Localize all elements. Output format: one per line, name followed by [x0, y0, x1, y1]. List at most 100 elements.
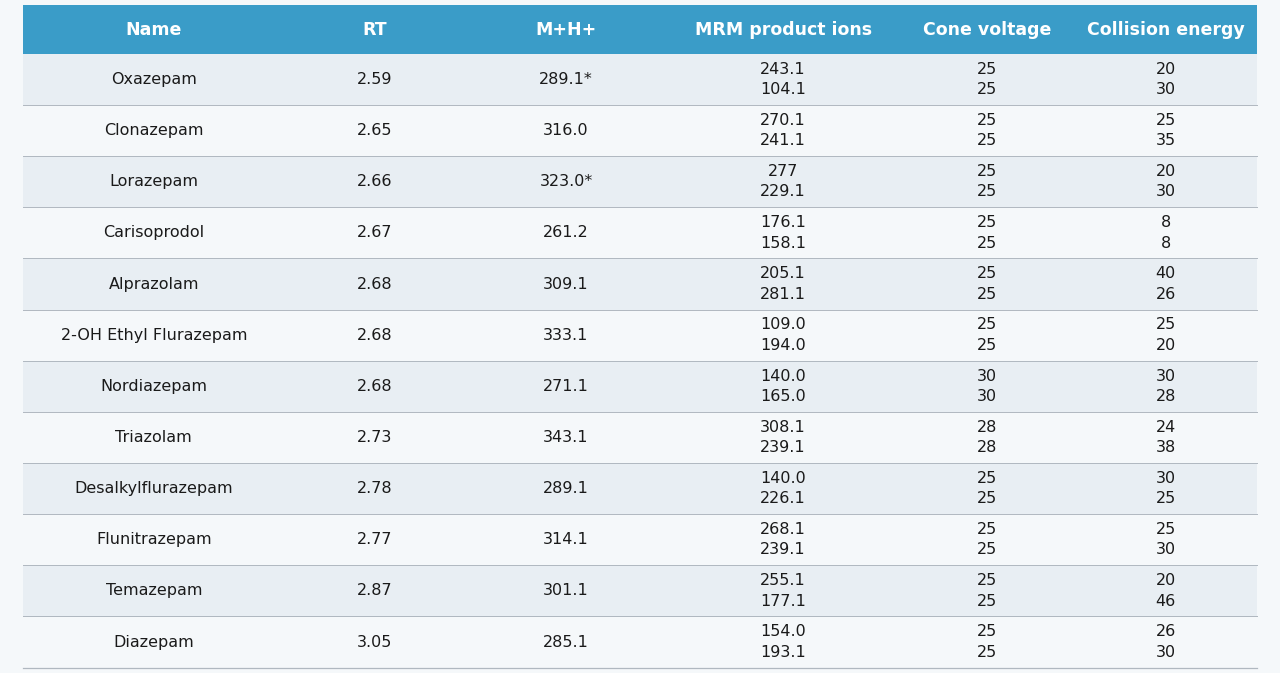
Text: 20: 20: [1156, 338, 1176, 353]
Bar: [23, 310, 1257, 361]
Text: 261.2: 261.2: [543, 225, 589, 240]
Text: 30: 30: [1156, 645, 1176, 660]
Text: Carisoprodol: Carisoprodol: [104, 225, 205, 240]
Text: 28: 28: [977, 440, 997, 455]
Text: 176.1: 176.1: [760, 215, 806, 230]
Text: 30: 30: [1156, 82, 1176, 97]
Text: 343.1: 343.1: [543, 430, 589, 445]
Bar: [23, 616, 1257, 668]
Text: 3.05: 3.05: [357, 635, 393, 649]
Text: 30: 30: [1156, 471, 1176, 486]
Bar: [23, 156, 1257, 207]
Text: Alprazolam: Alprazolam: [109, 277, 200, 291]
Text: 2.68: 2.68: [357, 379, 393, 394]
Text: 25: 25: [977, 236, 997, 250]
Text: 289.1: 289.1: [543, 481, 589, 496]
Text: 270.1: 270.1: [760, 113, 806, 128]
Text: 255.1: 255.1: [760, 573, 806, 588]
Text: 333.1: 333.1: [543, 328, 589, 343]
Text: Flunitrazepam: Flunitrazepam: [96, 532, 211, 547]
Text: 308.1: 308.1: [760, 420, 806, 435]
Text: 8: 8: [1161, 236, 1171, 250]
Text: Nordiazepam: Nordiazepam: [100, 379, 207, 394]
Bar: [23, 105, 1257, 156]
Text: Clonazepam: Clonazepam: [104, 123, 204, 138]
Text: 285.1: 285.1: [543, 635, 589, 649]
Text: 2.59: 2.59: [357, 72, 393, 87]
Bar: [23, 412, 1257, 463]
Text: 25: 25: [977, 184, 997, 199]
Text: 194.0: 194.0: [760, 338, 806, 353]
Text: 239.1: 239.1: [760, 542, 806, 557]
Text: 8: 8: [1161, 215, 1171, 230]
Text: 26: 26: [1156, 287, 1176, 302]
Text: M+H+: M+H+: [535, 21, 596, 38]
Text: 25: 25: [977, 573, 997, 588]
Text: Triazolam: Triazolam: [115, 430, 192, 445]
Text: 281.1: 281.1: [760, 287, 806, 302]
Text: 2.66: 2.66: [357, 174, 393, 189]
Text: 140.0: 140.0: [760, 471, 806, 486]
Text: 314.1: 314.1: [543, 532, 589, 547]
Bar: [23, 565, 1257, 616]
Text: 309.1: 309.1: [543, 277, 589, 291]
Bar: [23, 207, 1257, 258]
Text: 2.68: 2.68: [357, 277, 393, 291]
Text: 25: 25: [977, 164, 997, 179]
Text: 25: 25: [1156, 522, 1176, 537]
Text: 25: 25: [977, 522, 997, 537]
Text: 271.1: 271.1: [543, 379, 589, 394]
Text: 229.1: 229.1: [760, 184, 806, 199]
Text: 226.1: 226.1: [760, 491, 806, 506]
Text: Temazepam: Temazepam: [105, 583, 202, 598]
Text: 25: 25: [977, 62, 997, 77]
Text: 243.1: 243.1: [760, 62, 806, 77]
Text: 109.0: 109.0: [760, 318, 806, 332]
Text: 25: 25: [977, 267, 997, 281]
Text: MRM product ions: MRM product ions: [695, 21, 872, 38]
Text: 40: 40: [1156, 267, 1176, 281]
Text: 25: 25: [1156, 113, 1176, 128]
Text: 25: 25: [977, 113, 997, 128]
Bar: [23, 514, 1257, 565]
Text: 140.0: 140.0: [760, 369, 806, 384]
Text: 25: 25: [977, 338, 997, 353]
Text: 193.1: 193.1: [760, 645, 806, 660]
Text: 268.1: 268.1: [760, 522, 806, 537]
Text: 301.1: 301.1: [543, 583, 589, 598]
Text: Cone voltage: Cone voltage: [923, 21, 1051, 38]
Text: 26: 26: [1156, 625, 1176, 639]
Text: 2.77: 2.77: [357, 532, 393, 547]
Text: 25: 25: [1156, 318, 1176, 332]
Text: 289.1*: 289.1*: [539, 72, 593, 87]
Text: Oxazepam: Oxazepam: [111, 72, 197, 87]
Text: 2-OH Ethyl Flurazepam: 2-OH Ethyl Flurazepam: [60, 328, 247, 343]
Text: 30: 30: [1156, 542, 1176, 557]
Text: 239.1: 239.1: [760, 440, 806, 455]
Text: 205.1: 205.1: [760, 267, 806, 281]
Text: 30: 30: [977, 389, 997, 404]
Text: 154.0: 154.0: [760, 625, 806, 639]
Text: 2.73: 2.73: [357, 430, 393, 445]
Text: 316.0: 316.0: [543, 123, 589, 138]
Text: 28: 28: [977, 420, 997, 435]
Bar: [23, 361, 1257, 412]
Text: 35: 35: [1156, 133, 1176, 148]
Text: 25: 25: [977, 287, 997, 302]
Text: 25: 25: [977, 645, 997, 660]
Text: 2.68: 2.68: [357, 328, 393, 343]
Text: 30: 30: [977, 369, 997, 384]
Text: 165.0: 165.0: [760, 389, 806, 404]
Text: Desalkylflurazepam: Desalkylflurazepam: [74, 481, 233, 496]
Bar: [23, 463, 1257, 514]
Text: 25: 25: [977, 133, 997, 148]
Text: 46: 46: [1156, 594, 1176, 608]
Text: 24: 24: [1156, 420, 1176, 435]
Text: 30: 30: [1156, 369, 1176, 384]
Text: 177.1: 177.1: [760, 594, 806, 608]
Text: Collision energy: Collision energy: [1087, 21, 1244, 38]
Text: 2.65: 2.65: [357, 123, 393, 138]
Text: 20: 20: [1156, 573, 1176, 588]
Text: 28: 28: [1156, 389, 1176, 404]
Text: 25: 25: [977, 625, 997, 639]
